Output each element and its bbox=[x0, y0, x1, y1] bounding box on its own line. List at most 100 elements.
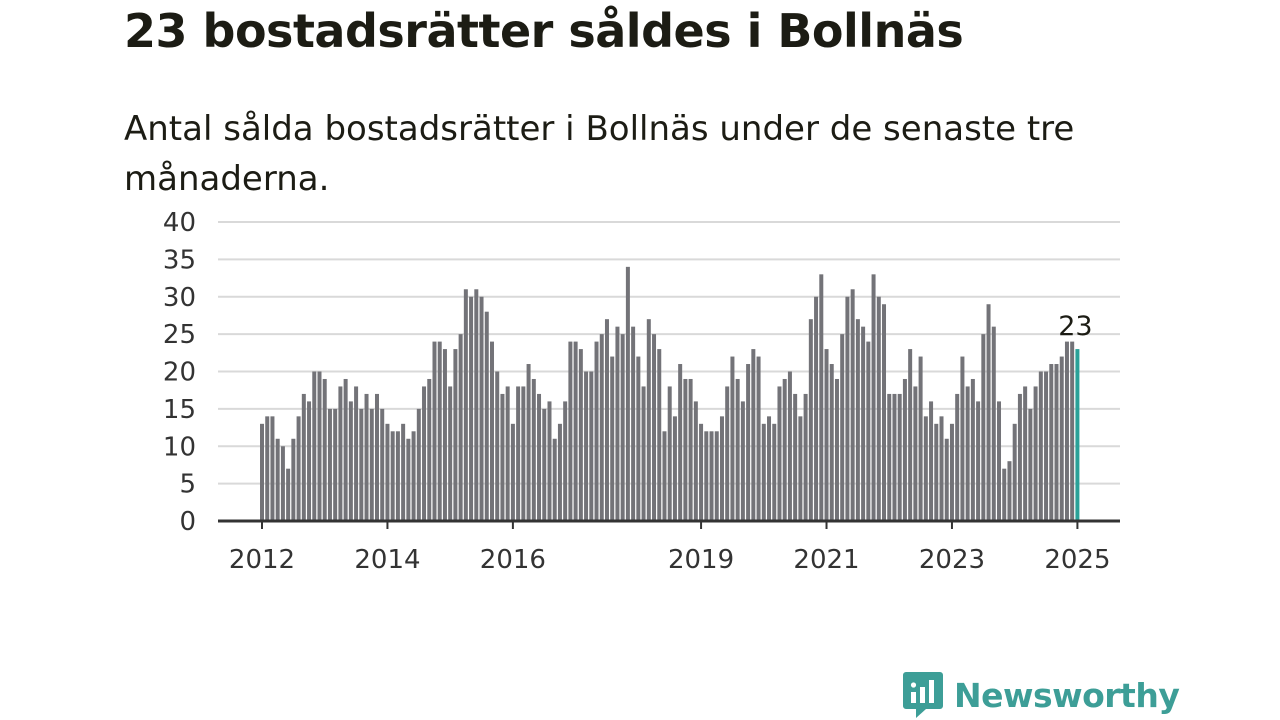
bar bbox=[348, 401, 353, 521]
bar bbox=[495, 371, 500, 521]
bar bbox=[615, 326, 620, 521]
bar bbox=[479, 296, 484, 521]
bar bbox=[327, 408, 332, 522]
bar bbox=[411, 431, 416, 521]
bar bbox=[814, 296, 819, 521]
bar bbox=[850, 289, 855, 521]
bar bbox=[777, 386, 782, 521]
bar bbox=[667, 386, 672, 521]
bar bbox=[312, 371, 317, 521]
bar bbox=[782, 378, 787, 521]
bar bbox=[442, 349, 447, 521]
bar bbox=[1023, 386, 1028, 521]
bar bbox=[882, 304, 887, 521]
bar-latest bbox=[1075, 349, 1080, 521]
bar bbox=[897, 393, 902, 521]
bar bbox=[594, 341, 599, 521]
bar bbox=[991, 326, 996, 521]
bar bbox=[563, 401, 568, 521]
bar bbox=[385, 423, 390, 521]
bar bbox=[301, 393, 306, 521]
bar bbox=[646, 319, 651, 521]
bar bbox=[270, 416, 275, 521]
bar bbox=[338, 386, 343, 521]
bar bbox=[521, 386, 526, 521]
bar bbox=[861, 326, 866, 521]
bar bbox=[343, 378, 348, 521]
bar bbox=[1017, 393, 1022, 521]
bar bbox=[631, 326, 636, 521]
y-tick-label: 15 bbox=[163, 395, 196, 425]
bar bbox=[636, 356, 641, 521]
bars bbox=[260, 266, 1080, 522]
bar bbox=[280, 446, 285, 521]
bar bbox=[474, 289, 479, 521]
bar bbox=[756, 356, 761, 521]
data-labels: 23 bbox=[1058, 311, 1092, 342]
x-tick-label: 2021 bbox=[793, 545, 859, 575]
bar bbox=[416, 408, 421, 522]
bar bbox=[333, 408, 338, 522]
bar bbox=[944, 438, 949, 521]
bar bbox=[1070, 341, 1075, 521]
bar bbox=[735, 378, 740, 521]
bar bbox=[286, 468, 291, 521]
bar bbox=[380, 408, 385, 522]
bar bbox=[913, 386, 918, 521]
bar bbox=[531, 378, 536, 521]
y-tick-label: 20 bbox=[163, 358, 196, 388]
bar bbox=[855, 319, 860, 521]
bar bbox=[1049, 364, 1054, 521]
bar bbox=[489, 341, 494, 521]
bar bbox=[970, 378, 975, 521]
bar bbox=[422, 386, 427, 521]
bar bbox=[798, 416, 803, 521]
bar bbox=[526, 364, 531, 521]
bar bbox=[725, 386, 730, 521]
bar bbox=[1038, 371, 1043, 521]
bar bbox=[265, 416, 270, 521]
bar bbox=[510, 423, 515, 521]
bar bbox=[500, 393, 505, 521]
bar bbox=[568, 341, 573, 521]
bar bbox=[364, 393, 369, 521]
bar bbox=[317, 371, 322, 521]
bar bbox=[1028, 408, 1033, 522]
bar bbox=[840, 334, 845, 522]
x-tick-label: 2025 bbox=[1044, 545, 1110, 575]
bar bbox=[672, 416, 677, 521]
bar bbox=[641, 386, 646, 521]
bar bbox=[584, 371, 589, 521]
bar bbox=[359, 408, 364, 522]
bar bbox=[997, 401, 1002, 521]
bar bbox=[976, 401, 981, 521]
bar bbox=[662, 431, 667, 521]
bar bbox=[688, 378, 693, 521]
latest-value-label: 23 bbox=[1058, 311, 1092, 342]
bar bbox=[610, 356, 615, 521]
bar bbox=[746, 364, 751, 521]
bar bbox=[709, 431, 714, 521]
bar bbox=[955, 393, 960, 521]
bar bbox=[845, 296, 850, 521]
bar bbox=[516, 386, 521, 521]
x-axis-ticks: 2012 2014 2016 2019 2021 2023 2025 bbox=[229, 521, 1110, 575]
bar bbox=[730, 356, 735, 521]
bar bbox=[1054, 364, 1059, 521]
y-tick-label: 0 bbox=[179, 507, 196, 537]
brand-name: Newsworthy bbox=[954, 675, 1180, 715]
bar bbox=[307, 401, 312, 521]
bar bbox=[902, 378, 907, 521]
bar bbox=[395, 431, 400, 521]
bar bbox=[772, 423, 777, 521]
chart-subtitle: Antal sålda bostadsrätter i Bollnäs unde… bbox=[124, 109, 1075, 199]
bar bbox=[552, 438, 557, 521]
bar bbox=[887, 393, 892, 521]
bar bbox=[1002, 468, 1007, 521]
bar bbox=[1059, 356, 1064, 521]
bar bbox=[923, 416, 928, 521]
bar bbox=[604, 319, 609, 521]
bar bbox=[892, 393, 897, 521]
x-tick-label: 2014 bbox=[354, 545, 420, 575]
bar bbox=[432, 341, 437, 521]
